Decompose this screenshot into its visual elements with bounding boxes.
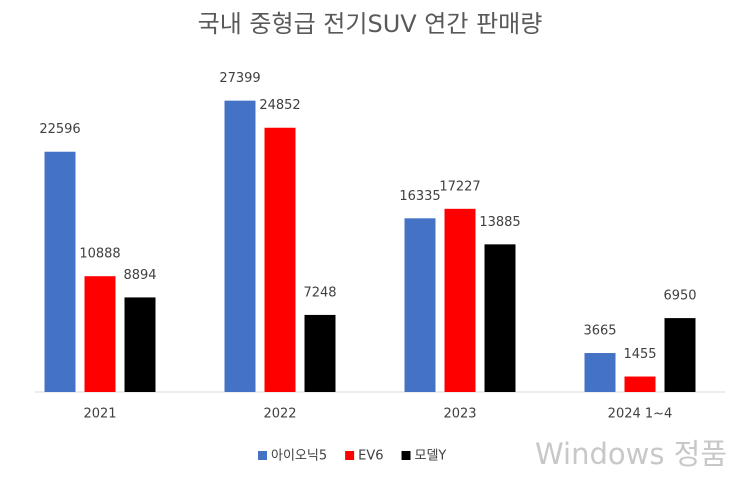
watermark: Windows 정품 — [535, 437, 727, 471]
bar — [484, 244, 516, 392]
data-label: 17227 — [439, 179, 480, 194]
bar — [404, 218, 436, 392]
bar — [124, 297, 156, 392]
bar — [264, 127, 296, 392]
data-label: 10888 — [79, 247, 120, 262]
chart-title: 국내 중형급 전기SUV 연간 판매량 — [198, 10, 543, 38]
x-tick-label: 2022 — [263, 407, 296, 422]
bar — [664, 318, 696, 392]
bar — [84, 276, 116, 392]
legend-swatch — [258, 451, 267, 460]
bar — [584, 353, 616, 392]
bar — [44, 151, 76, 392]
bar — [624, 376, 656, 392]
data-label: 1455 — [623, 347, 656, 362]
x-tick-label: 2024 1~4 — [608, 407, 673, 422]
bar — [224, 100, 256, 393]
data-label: 16335 — [399, 189, 440, 204]
data-label: 3665 — [583, 324, 616, 339]
data-label: 6950 — [663, 289, 696, 304]
data-label: 24852 — [259, 98, 300, 113]
x-tick-label: 2023 — [443, 407, 476, 422]
data-label: 22596 — [39, 122, 80, 137]
legend-label: 아이오닉5 — [271, 449, 327, 464]
legend-swatch — [345, 451, 355, 460]
data-label: 13885 — [479, 215, 520, 230]
data-label: 7248 — [303, 285, 336, 300]
bar — [304, 314, 336, 392]
legend-label: EV6 — [358, 449, 383, 464]
data-label: 27399 — [219, 71, 260, 86]
data-label: 8894 — [123, 268, 156, 283]
legend-swatch — [401, 451, 411, 460]
legend-label: 모델Y — [415, 449, 447, 464]
bar — [444, 208, 476, 392]
x-tick-label: 2021 — [83, 407, 116, 422]
